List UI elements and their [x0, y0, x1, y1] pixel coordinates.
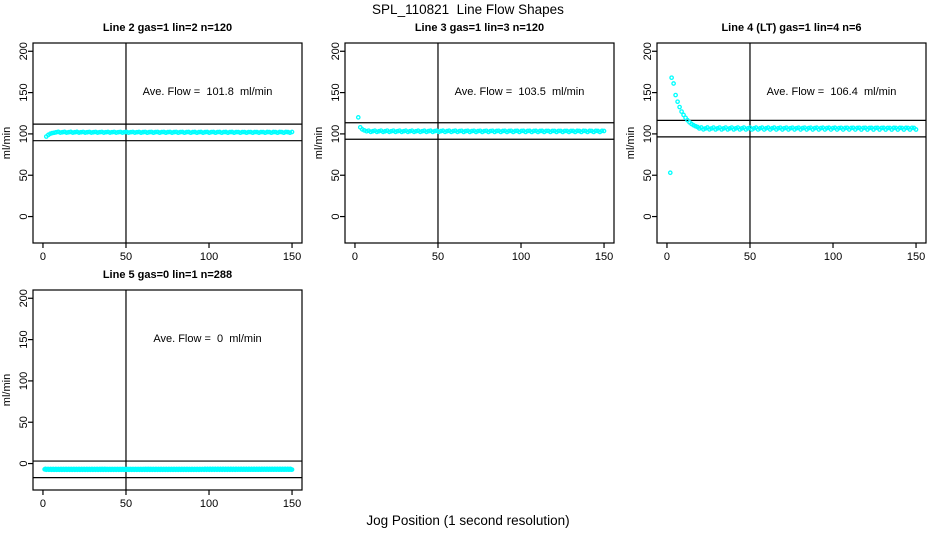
svg-text:0: 0 — [18, 213, 30, 219]
svg-text:50: 50 — [432, 251, 444, 263]
subplot-line-3: 0 50 100 150 0 50 100 150 200 Line 3 gas=1 lin=3… — [312, 20, 624, 265]
svg-text:0: 0 — [40, 498, 46, 510]
svg-text:100: 100 — [18, 125, 30, 143]
ave-flow-annotation: Ave. Flow = 106.4 ml/min — [766, 86, 897, 98]
svg-text:200: 200 — [642, 42, 654, 60]
y-axis-label: ml/min — [313, 126, 325, 160]
svg-text:150: 150 — [283, 251, 301, 263]
svg-text:0: 0 — [642, 213, 654, 219]
y-axis-label: ml/min — [1, 373, 13, 407]
svg-text:200: 200 — [18, 42, 30, 60]
x-axis-label: Jog Position (1 second resolution) — [366, 513, 570, 528]
plot-canvas-line-3: 0 50 100 150 0 50 100 150 200 — [330, 42, 615, 263]
y-axis-label: ml/min — [1, 126, 13, 160]
plot-canvas-line-4: 0 50 100 150 0 50 100 150 200 — [642, 42, 927, 263]
svg-text:100: 100 — [642, 125, 654, 143]
svg-text:50: 50 — [120, 498, 132, 510]
svg-text:150: 150 — [18, 83, 30, 101]
svg-text:50: 50 — [330, 169, 342, 181]
svg-text:150: 150 — [18, 330, 30, 348]
svg-text:50: 50 — [744, 251, 756, 263]
svg-text:100: 100 — [200, 251, 218, 263]
svg-text:200: 200 — [330, 42, 342, 60]
ave-flow-annotation: Ave. Flow = 0 ml/min — [153, 333, 262, 345]
svg-text:150: 150 — [642, 83, 654, 101]
subplot-title-line-4: Line 4 (LT) gas=1 lin=4 n=6 — [721, 22, 862, 34]
svg-text:0: 0 — [664, 251, 670, 263]
svg-text:0: 0 — [40, 251, 46, 263]
subplot-title-line-2: Line 2 gas=1 lin=2 n=120 — [102, 22, 233, 34]
svg-text:100: 100 — [330, 125, 342, 143]
svg-text:100: 100 — [824, 251, 842, 263]
svg-text:50: 50 — [120, 251, 132, 263]
svg-text:0: 0 — [330, 213, 342, 219]
svg-text:150: 150 — [330, 83, 342, 101]
subplot-title-line-5: Line 5 gas=0 lin=1 n=288 — [102, 269, 233, 281]
ave-flow-annotation: Ave. Flow = 103.5 ml/min — [454, 86, 585, 98]
svg-text:200: 200 — [18, 289, 30, 307]
subplot-title-line-3: Line 3 gas=1 lin=3 n=120 — [414, 22, 545, 34]
svg-text:150: 150 — [595, 251, 613, 263]
plot-canvas-line-5: 0 50 100 150 0 50 100 150 200 — [18, 289, 303, 510]
svg-text:0: 0 — [18, 460, 30, 466]
svg-text:150: 150 — [907, 251, 925, 263]
ave-flow-annotation: Ave. Flow = 101.8 ml/min — [142, 86, 273, 98]
subplot-line-4: 0 50 100 150 0 50 100 150 200 Line 4 (LT) gas=1 … — [624, 20, 936, 265]
svg-text:50: 50 — [18, 416, 30, 428]
figure-title: SPL_110821 Line Flow Shapes — [372, 2, 564, 17]
subplot-line-5: 0 50 100 150 0 50 100 150 200 Line 5 gas=0 lin=1… — [0, 267, 312, 512]
y-axis-label: ml/min — [625, 126, 637, 160]
svg-text:100: 100 — [512, 251, 530, 263]
svg-text:100: 100 — [18, 372, 30, 390]
svg-text:50: 50 — [642, 169, 654, 181]
subplot-line-2: 0 50 100 150 0 50 100 150 200 Line 2 gas=1 lin=2… — [0, 20, 312, 265]
svg-text:50: 50 — [18, 169, 30, 181]
svg-text:0: 0 — [352, 251, 358, 263]
svg-text:150: 150 — [283, 498, 301, 510]
plot-canvas-line-2: 0 50 100 150 0 50 100 150 200 — [18, 42, 303, 263]
svg-text:100: 100 — [200, 498, 218, 510]
